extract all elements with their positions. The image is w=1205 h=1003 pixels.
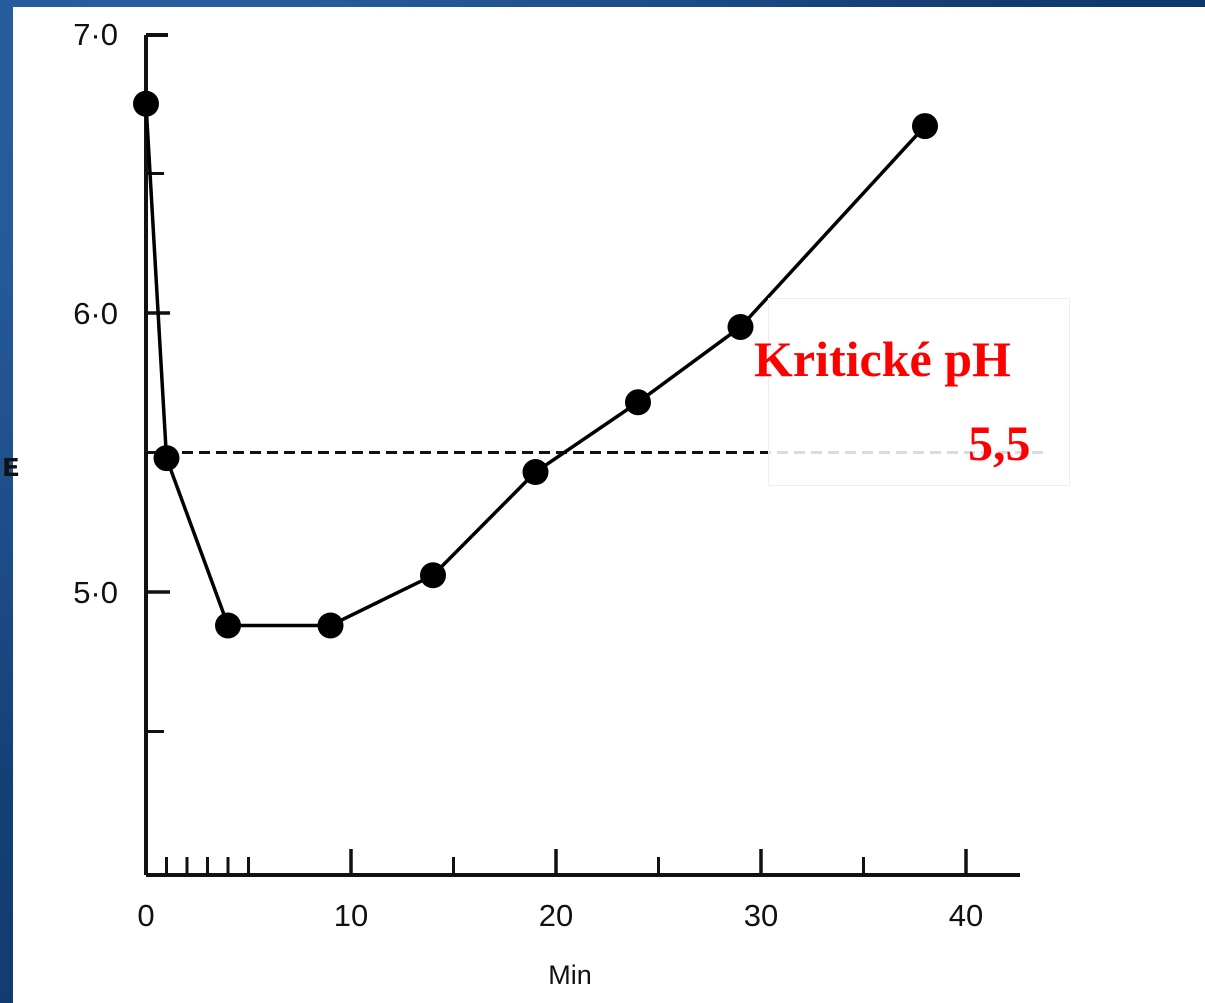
x-tick-label: 40	[949, 898, 983, 933]
y-tick-label: 5·0	[73, 575, 118, 610]
data-point	[215, 612, 241, 639]
annotation-box	[768, 298, 1070, 486]
x-tick-label: 20	[539, 898, 573, 933]
data-point	[522, 459, 549, 486]
x-tick-label: 0	[137, 898, 154, 933]
data-points	[133, 90, 938, 639]
chart-panel	[13, 7, 1205, 1003]
x-tick-label: 30	[744, 898, 778, 933]
y-axis-side-glyph: ᴇ	[2, 446, 20, 484]
data-point	[153, 445, 180, 472]
y-tick-label: 7·0	[73, 17, 118, 52]
y-tick-label: 6·0	[73, 296, 118, 331]
data-point	[420, 562, 446, 589]
data-point	[912, 113, 938, 140]
tick-labels: 0 10 20 30 40 5·0 6·0 7·0	[73, 17, 983, 933]
annotation-critical-ph-value: 5,5	[968, 415, 1031, 471]
x-tick-label: 10	[334, 898, 368, 933]
ticks	[146, 172, 968, 875]
data-point	[625, 389, 651, 416]
data-point	[727, 313, 754, 340]
data-point	[133, 90, 159, 117]
annotation-critical-ph-label: Kritické pH	[754, 331, 1011, 387]
x-axis-label: Min	[548, 960, 592, 990]
data-point	[317, 612, 344, 639]
